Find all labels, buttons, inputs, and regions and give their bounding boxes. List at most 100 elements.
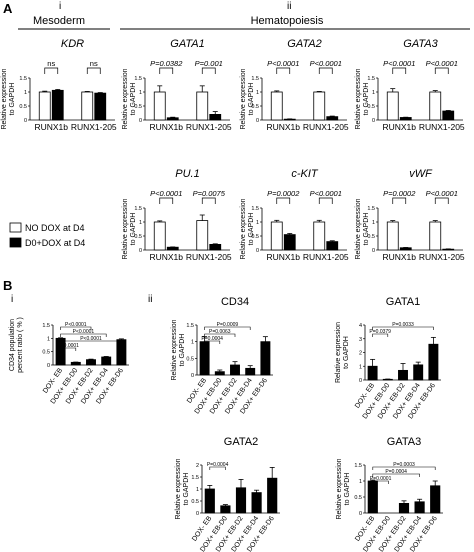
bar-no-dox xyxy=(81,91,94,121)
chart-title: GATA1 xyxy=(170,38,204,50)
y-tick-label: 1.5 xyxy=(367,76,375,82)
y-tick-label: 1.5 xyxy=(19,76,27,82)
y-tick-label: 0 xyxy=(24,118,27,124)
y-tick-label: 0.5 xyxy=(134,104,142,110)
legend-swatch-no-dox xyxy=(9,222,22,233)
significance-label: P<0.0001 xyxy=(310,189,342,198)
significance-label: P=0.0003 xyxy=(393,462,415,468)
bar xyxy=(235,487,247,514)
chart-title: PU.1 xyxy=(175,168,199,180)
x-category-label: RUNX1-205 xyxy=(71,122,117,132)
bar xyxy=(430,485,441,514)
y-tick-label: 1 xyxy=(47,336,50,342)
bar-no-dox xyxy=(270,91,283,121)
significance-label: P<0.0001 xyxy=(150,189,182,198)
bar xyxy=(267,477,278,514)
significance-bracket xyxy=(318,67,333,74)
legend-label-no-dox: NO DOX at D4 xyxy=(25,223,85,233)
mesoderm-heading: Mesoderm xyxy=(33,15,85,27)
y-tick-label: 0 xyxy=(372,118,375,124)
significance-label: P=0.0004 xyxy=(207,462,229,468)
significance-label: P=0.0002 xyxy=(267,189,300,198)
bar-no-dox xyxy=(153,91,166,121)
x-category-label: RUNX1-205 xyxy=(186,252,232,262)
bar xyxy=(204,488,215,514)
significance-label: ns xyxy=(90,59,98,68)
y-tick-label: 1.5 xyxy=(251,206,259,212)
y-tick-label: 1 xyxy=(372,90,375,96)
y-tick-label: 4 xyxy=(359,323,362,329)
significance-label: P<0.0001 xyxy=(426,59,458,68)
significance-bracket xyxy=(204,333,236,337)
chart-title: GATA2 xyxy=(224,436,258,448)
y-tick-label: 0 xyxy=(256,118,259,124)
bar-no-dox xyxy=(429,91,442,121)
y-tick-label: 1 xyxy=(24,90,27,96)
significance-label: P=0.0379 xyxy=(369,329,391,335)
significance-bracket xyxy=(60,326,92,330)
bar-dox xyxy=(399,247,412,251)
bar-dox xyxy=(166,246,179,251)
chart-title: c-KIT xyxy=(291,168,319,180)
bar-dox xyxy=(399,117,412,121)
y-tick-label: 0 xyxy=(139,248,142,254)
y-tick-label: 0 xyxy=(359,511,362,517)
bar-no-dox xyxy=(196,91,209,121)
chart-title: GATA2 xyxy=(287,38,321,50)
bar xyxy=(251,492,262,514)
bar-dox xyxy=(166,117,179,121)
y-tick-label: 3 xyxy=(359,337,362,343)
y-tick-label: 0.5 xyxy=(42,350,50,356)
bar xyxy=(220,505,231,514)
chart-title: vWF xyxy=(409,168,433,180)
significance-bracket xyxy=(372,466,436,470)
bar-no-dox xyxy=(270,221,283,251)
x-category-label: RUNX1-205 xyxy=(419,252,465,262)
bar xyxy=(245,367,256,376)
y-axis-label: Relative expressionto GAPDH xyxy=(122,198,137,259)
y-axis-label: Relative expressionto GAPDH xyxy=(335,322,350,383)
x-category-label: RUNX1b xyxy=(149,252,183,262)
significance-bracket xyxy=(60,340,122,344)
significance-bracket xyxy=(434,67,449,74)
y-axis-label: Relative expressionto GAPDH xyxy=(122,68,137,129)
y-tick-label: 0 xyxy=(359,378,362,384)
chart-a-kdr: KDR Relative expressionto GAPDH 0 0.5 1 1.5 RU… xyxy=(1,38,117,132)
significance-label: P<0.0001 xyxy=(426,189,458,198)
significance-bracket xyxy=(434,197,449,204)
x-category-label: RUNX1-205 xyxy=(303,122,349,132)
bar-dox xyxy=(209,114,222,121)
x-category-label: RUNX1b xyxy=(382,122,416,132)
panel-a-sub-i: i xyxy=(59,1,61,12)
bar xyxy=(413,364,424,381)
y-tick-label: 1.5 xyxy=(251,76,259,82)
x-category-label: RUNX1b xyxy=(266,122,300,132)
y-tick-label: 1 xyxy=(372,220,375,226)
y-tick-label: 0.5 xyxy=(251,104,259,110)
y-axis-label: Relative expressionto GAPDH xyxy=(1,68,16,129)
bar-no-dox xyxy=(153,221,166,251)
bar xyxy=(398,369,408,381)
x-category-label: RUNX1b xyxy=(266,252,300,262)
significance-label: P<0.0001 xyxy=(73,329,95,335)
y-tick-label: 0.5 xyxy=(134,234,142,240)
significance-bracket xyxy=(209,466,226,470)
chart-title: GATA3 xyxy=(387,436,421,448)
significance-label: P<0.0001 xyxy=(310,59,342,68)
bar-no-dox xyxy=(313,91,326,121)
bar-no-dox xyxy=(196,220,209,251)
significance-label: P<0.0001 xyxy=(267,59,299,68)
significance-bracket xyxy=(159,67,174,74)
y-tick-label: 0 xyxy=(47,363,50,369)
y-tick-label: 0.5 xyxy=(191,499,199,505)
bar-dox xyxy=(209,243,222,251)
significance-label: P=0.0063 xyxy=(209,329,231,335)
y-tick-label: 0.5 xyxy=(186,356,194,362)
bar-no-dox xyxy=(386,221,399,251)
chart-title: GATA1 xyxy=(386,296,420,308)
y-tick-label: 1.5 xyxy=(134,206,142,212)
significance-bracket xyxy=(372,326,434,330)
